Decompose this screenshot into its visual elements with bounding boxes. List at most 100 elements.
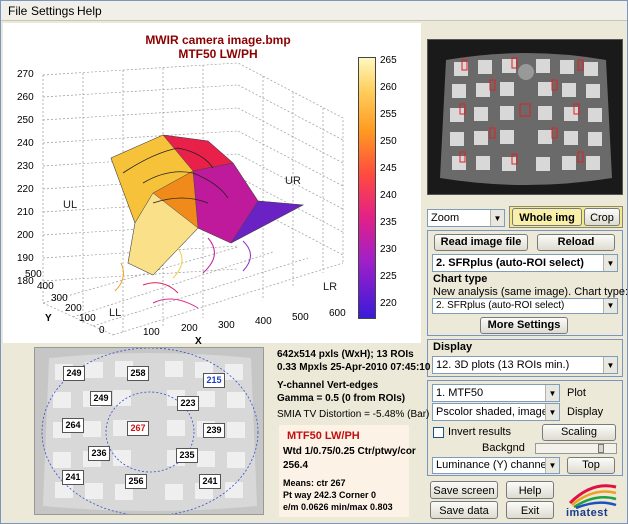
info-mpxls-date: 0.33 Mpxls 25-Apr-2010 07:45:10	[277, 362, 431, 373]
colorbar	[358, 57, 376, 319]
plot-subtitle: MTF50 LW/PH	[178, 47, 258, 61]
z-tick: 220	[17, 184, 34, 195]
display-mode-label: Display	[567, 406, 604, 418]
roi-map[interactable]: 249 258 215 249 223 264 267 239 236 235 …	[34, 347, 264, 515]
top-button[interactable]: Top	[567, 457, 615, 474]
display-mode-select[interactable]: Pscolor shaded, image ... ▼	[432, 403, 560, 421]
colorbar-tick: 220	[380, 298, 397, 309]
y-axis-label: Y	[45, 313, 52, 324]
chevron-down-icon: ▼	[545, 404, 559, 420]
display-select[interactable]: 12. 3D plots (13 ROIs min.) ▼	[432, 356, 618, 374]
chart-type-select[interactable]: 2. SFRplus (auto-ROI select) ▼	[432, 298, 618, 314]
roi-value: 239	[203, 423, 225, 438]
chart-type-select-value: 2. SFRplus (auto-ROI select)	[436, 300, 565, 311]
y-axis-tick: 500	[25, 269, 42, 280]
x-tick: 200	[181, 323, 198, 334]
crop-button[interactable]: Crop	[584, 208, 620, 226]
colorbar-tick: 230	[380, 244, 397, 255]
colorbar-tick: 255	[380, 109, 397, 120]
backgnd-slider[interactable]	[535, 443, 617, 454]
z-tick: 250	[17, 115, 34, 126]
plot-options-group	[427, 380, 623, 476]
colorbar-tick: 265	[380, 55, 397, 66]
colorbar-tick: 235	[380, 217, 397, 228]
info-distortion: SMIA TV Distortion = -5.48% (Bar)	[277, 409, 430, 420]
z-tick: 180	[17, 276, 34, 287]
scaling-button[interactable]: Scaling	[542, 424, 616, 441]
invert-checkbox[interactable]	[433, 427, 444, 438]
summary-weighted-value: 256.4	[283, 460, 309, 471]
chart-thumbnail	[440, 53, 612, 185]
roi-value: 241	[199, 474, 221, 489]
zoom-select[interactable]: Zoom ▼	[427, 209, 505, 227]
plot-select-value: 1. MTF50	[436, 387, 484, 399]
z-tick: 270	[17, 69, 34, 80]
roi-value-center: 267	[127, 421, 149, 436]
chart-type-hint: New analysis (same image). Chart type:	[433, 286, 628, 298]
roi-value: 258	[127, 366, 149, 381]
x-tick: 500	[292, 312, 309, 323]
z-tick: 190	[17, 253, 34, 264]
analysis-group	[427, 230, 623, 336]
roi-value: 235	[176, 448, 198, 463]
exit-button[interactable]: Exit	[506, 501, 554, 519]
colorbar-tick: 250	[380, 136, 397, 147]
chevron-down-icon: ▼	[603, 357, 617, 373]
y-axis-tick: 300	[51, 293, 68, 304]
menu-help[interactable]: Help	[77, 4, 102, 18]
image-preview[interactable]	[427, 39, 623, 195]
corner-label-lr: LR	[323, 281, 338, 293]
chevron-down-icon: ▼	[603, 255, 617, 271]
logo-text: imatest	[566, 507, 609, 519]
info-gamma: Gamma = 0.5 (0 from ROIs)	[277, 393, 406, 404]
read-image-button[interactable]: Read image file	[434, 234, 528, 251]
z-tick: 230	[17, 161, 34, 172]
y-axis-tick: 200	[65, 303, 82, 314]
corner-label-ll: LL	[109, 307, 122, 319]
analysis-select-value: 2. SFRplus (auto-ROI select)	[436, 257, 584, 269]
z-tick: 240	[17, 138, 34, 149]
z-tick: 210	[17, 207, 34, 218]
x-tick: 400	[255, 316, 272, 327]
plot-area: MWIR camera image.bmp MTF50 LW/PH	[3, 23, 421, 347]
reload-button[interactable]: Reload	[537, 234, 615, 251]
summary-means: Means: ctr 267	[283, 478, 346, 488]
colorbar-tick: 260	[380, 82, 397, 93]
menu-bar: File Settings Help	[1, 1, 627, 21]
logo-swoosh-icon	[568, 484, 617, 510]
x-tick: 100	[143, 327, 160, 338]
info-dimensions: 642x514 pxls (WxH); 13 ROIs	[277, 349, 414, 360]
analysis-select[interactable]: 2. SFRplus (auto-ROI select) ▼	[432, 254, 618, 272]
y-axis-tick: 0	[99, 325, 105, 336]
menu-file[interactable]: File	[8, 4, 28, 18]
roi-value: 256	[125, 474, 147, 489]
plot-select[interactable]: 1. MTF50 ▼	[432, 384, 560, 402]
x-tick: 300	[218, 320, 235, 331]
chevron-down-icon: ▼	[490, 210, 504, 226]
help-button[interactable]: Help	[506, 481, 554, 499]
colorbar-tick: 245	[380, 163, 397, 174]
roi-value: 249	[63, 366, 85, 381]
corner-label-ur: UR	[285, 175, 301, 187]
roi-value: 249	[90, 391, 112, 406]
info-channel: Y-channel Vert-edges	[277, 380, 379, 391]
roi-value: 223	[177, 396, 199, 411]
channel-select[interactable]: Luminance (Y) channel ▼	[432, 457, 560, 474]
z-tick: 260	[17, 92, 34, 103]
y-axis-tick: 400	[37, 281, 54, 292]
corner-label-ul: UL	[63, 199, 78, 211]
chart-type-label: Chart type	[433, 273, 488, 285]
colorbar-tick: 240	[380, 190, 397, 201]
y-axis-tick: 100	[79, 313, 96, 324]
roi-value: 236	[88, 446, 110, 461]
whole-img-button[interactable]: Whole img	[512, 208, 582, 226]
save-data-button[interactable]: Save data	[430, 501, 498, 519]
backgnd-slider-handle[interactable]	[598, 444, 604, 453]
chevron-down-icon: ▼	[603, 299, 617, 313]
save-screen-button[interactable]: Save screen	[430, 481, 498, 499]
display-select-value: 12. 3D plots (13 ROIs min.)	[436, 359, 570, 371]
menu-settings[interactable]: Settings	[31, 4, 75, 18]
x-tick: 600	[329, 308, 346, 319]
roi-value: 215	[203, 373, 225, 388]
more-settings-button[interactable]: More Settings	[480, 317, 568, 334]
